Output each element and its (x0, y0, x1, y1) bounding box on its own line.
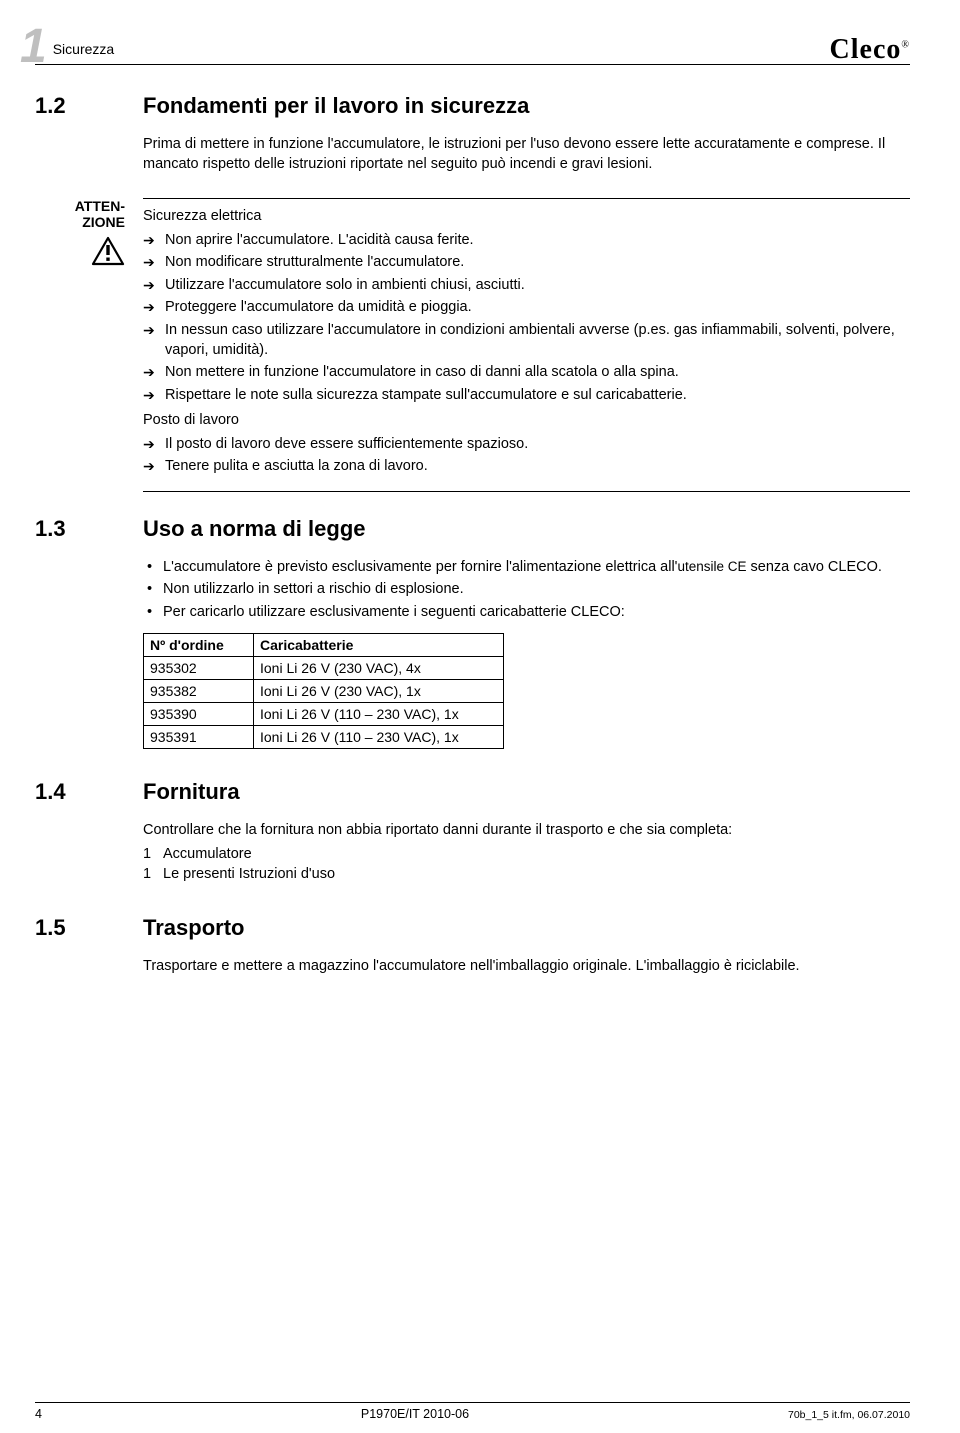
supply-item: 1 Le presenti Istruzioni d'uso (143, 864, 910, 884)
table-header-row: Nº d'ordine Caricabatterie (144, 633, 504, 656)
brand-name: Cleco (830, 34, 902, 65)
table-row: 935302 Ioni Li 26 V (230 VAC), 4x (144, 656, 504, 679)
warning-content: Sicurezza elettrica Non aprire l'accumul… (143, 198, 910, 492)
section-title: Fondamenti per il lavoro in sicurezza (143, 93, 910, 119)
table-header-cell: Caricabatterie (254, 633, 504, 656)
section-heading: 1.3 Uso a norma di legge (35, 516, 910, 542)
chapter-number: 1 (20, 28, 47, 66)
list-item: Per caricarlo utilizzare esclusivamente … (143, 603, 910, 623)
warning-item: Rispettare le note sulla sicurezza stamp… (143, 386, 910, 406)
section-1-5: 1.5 Trasporto Trasportare e mettere a ma… (35, 915, 910, 977)
page-footer: 4 P1970E/IT 2010-06 70b_1_5 it.fm, 06.07… (35, 1402, 910, 1421)
table-row: 935391 Ioni Li 26 V (110 – 230 VAC), 1x (144, 725, 504, 748)
section-1-2: 1.2 Fondamenti per il lavoro in sicurezz… (35, 93, 910, 174)
table-cell: Ioni Li 26 V (230 VAC), 4x (254, 656, 504, 679)
warning-item: Utilizzare l'accumulatore solo in ambien… (143, 276, 910, 296)
warning-list-1: Non aprire l'accumulatore. L'acidità cau… (143, 231, 910, 406)
supply-qty: 1 (143, 844, 163, 864)
section-title: Fornitura (143, 779, 910, 805)
warning-label-line2: ZIONE (35, 214, 125, 230)
section-1-3: 1.3 Uso a norma di legge L'accumulatore … (35, 516, 910, 749)
section-title: Uso a norma di legge (143, 516, 910, 542)
warning-item: Non modificare strutturalmente l'accumul… (143, 253, 910, 273)
brand-logo: Cleco® (830, 34, 910, 66)
table-cell: 935382 (144, 679, 254, 702)
usage-bullet-list: L'accumulatore è previsto esclusivamente… (143, 558, 910, 623)
supply-label: Le presenti Istruzioni d'uso (163, 864, 335, 884)
section-paragraph: Prima di mettere in funzione l'accumulat… (143, 135, 910, 174)
table-cell: Ioni Li 26 V (230 VAC), 1x (254, 679, 504, 702)
warning-item: In nessun caso utilizzare l'accumulatore… (143, 321, 910, 360)
supply-item: 1 Accumulatore (143, 844, 910, 864)
warning-subhead-2: Posto di lavoro (143, 411, 910, 431)
section-paragraph: Controllare che la fornitura non abbia r… (143, 821, 910, 841)
section-number: 1.5 (35, 915, 143, 941)
list-item-text: L'accumulatore è previsto esclusivamente… (163, 559, 882, 575)
chapter-title: Sicurezza (53, 41, 830, 57)
section-1-4: 1.4 Fornitura Controllare che la fornitu… (35, 779, 910, 885)
registered-mark: ® (901, 40, 910, 51)
table-cell: 935390 (144, 702, 254, 725)
table-row: 935382 Ioni Li 26 V (230 VAC), 1x (144, 679, 504, 702)
section-paragraph: Trasportare e mettere a magazzino l'accu… (143, 957, 910, 977)
supply-label: Accumulatore (163, 844, 252, 864)
warning-triangle-icon (91, 236, 125, 271)
section-number: 1.3 (35, 516, 143, 542)
charger-table: Nº d'ordine Caricabatterie 935302 Ioni L… (143, 633, 504, 749)
table-cell: Ioni Li 26 V (110 – 230 VAC), 1x (254, 725, 504, 748)
warning-item: Proteggere l'accumulatore da umidità e p… (143, 298, 910, 318)
section-heading: 1.2 Fondamenti per il lavoro in sicurezz… (35, 93, 910, 119)
section-heading: 1.4 Fornitura (35, 779, 910, 805)
table-row: 935390 Ioni Li 26 V (110 – 230 VAC), 1x (144, 702, 504, 725)
warning-label-column: ATTEN- ZIONE (35, 198, 143, 492)
footer-doc-id: P1970E/IT 2010-06 (361, 1407, 469, 1421)
list-item: L'accumulatore è previsto esclusivamente… (143, 558, 910, 578)
section-heading: 1.5 Trasporto (35, 915, 910, 941)
warning-subhead-1: Sicurezza elettrica (143, 207, 910, 227)
table-cell: 935391 (144, 725, 254, 748)
warning-block: ATTEN- ZIONE Sicurezza elettrica Non apr… (35, 198, 910, 492)
section-title: Trasporto (143, 915, 910, 941)
warning-item: Non mettere in funzione l'accumulatore i… (143, 363, 910, 383)
footer-page-number: 4 (35, 1407, 42, 1421)
warning-label-line1: ATTEN- (35, 198, 125, 214)
footer-file-info: 70b_1_5 it.fm, 06.07.2010 (788, 1409, 910, 1423)
table-cell: Ioni Li 26 V (110 – 230 VAC), 1x (254, 702, 504, 725)
warning-item: Tenere pulita e asciutta la zona di lavo… (143, 457, 910, 477)
list-item: Non utilizzarlo in settori a rischio di … (143, 580, 910, 600)
table-cell: 935302 (144, 656, 254, 679)
supply-qty: 1 (143, 864, 163, 884)
section-number: 1.4 (35, 779, 143, 805)
warning-item: Il posto di lavoro deve essere sufficien… (143, 435, 910, 455)
page-header: 1 Sicurezza Cleco® (35, 20, 910, 65)
section-number: 1.2 (35, 93, 143, 119)
table-header-cell: Nº d'ordine (144, 633, 254, 656)
warning-item: Non aprire l'accumulatore. L'acidità cau… (143, 231, 910, 251)
document-page: 1 Sicurezza Cleco® 1.2 Fondamenti per il… (0, 0, 960, 1433)
supply-list: 1 Accumulatore 1 Le presenti Istruzioni … (143, 844, 910, 885)
warning-list-2: Il posto di lavoro deve essere sufficien… (143, 435, 910, 477)
